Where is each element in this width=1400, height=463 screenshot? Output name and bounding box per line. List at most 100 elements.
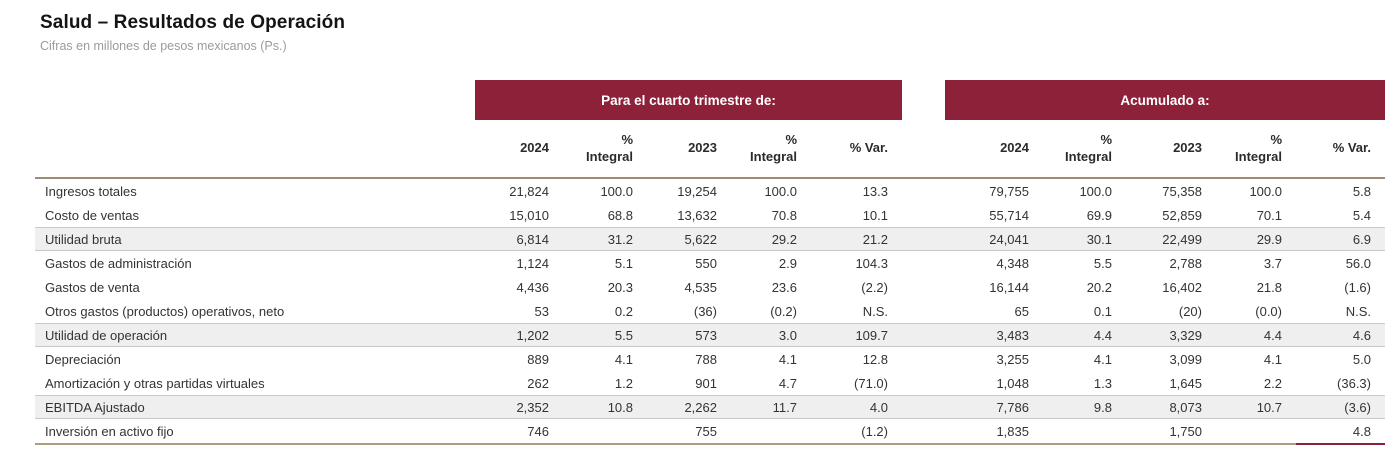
table-cell: 3,255 bbox=[996, 351, 1029, 367]
table-cell: 31.2 bbox=[607, 231, 633, 247]
table-cell: N.S. bbox=[1345, 303, 1371, 319]
table-cell: 2,788 bbox=[1169, 255, 1202, 271]
table-cell: 5,622 bbox=[684, 231, 717, 247]
table-cell: 1.2 bbox=[614, 375, 633, 391]
table-body: Ingresos totales 21,824 100.0 19,254 100.0 13… bbox=[35, 179, 1385, 443]
table-cell: 4.1 bbox=[614, 351, 633, 367]
table-cell: 70.1 bbox=[1256, 207, 1282, 223]
table-cell: 70.8 bbox=[771, 207, 797, 223]
table-cell: 2,352 bbox=[516, 399, 549, 415]
table-cell: 788 bbox=[695, 351, 717, 367]
table-row: Utilidad bruta 6,814 31.2 5,622 29.2 21.2 24,0… bbox=[35, 227, 1385, 251]
row-label: Gastos de administración bbox=[45, 255, 192, 271]
table-cell: 100.0 bbox=[600, 183, 633, 199]
table-cell: 4,436 bbox=[516, 279, 549, 295]
table-cell: 30.1 bbox=[1086, 231, 1112, 247]
table-cell: 100.0 bbox=[764, 183, 797, 199]
table-cell: 10.8 bbox=[607, 399, 633, 415]
table-cell: 100.0 bbox=[1249, 183, 1282, 199]
table-cell: (1.6) bbox=[1344, 279, 1371, 295]
table-cell: 29.9 bbox=[1256, 231, 1282, 247]
table-cell: 69.9 bbox=[1086, 207, 1112, 223]
table-cell: 0.2 bbox=[614, 303, 633, 319]
table-cell: 4.4 bbox=[1263, 327, 1282, 343]
col-header-a-var: % Var. bbox=[1332, 140, 1371, 156]
table-cell: 4,535 bbox=[684, 279, 717, 295]
table-cell: 4.6 bbox=[1352, 327, 1371, 343]
row-label: Gastos de venta bbox=[45, 279, 140, 295]
table-cell: (71.0) bbox=[854, 375, 888, 391]
table-cell: 55,714 bbox=[989, 207, 1029, 223]
table-row: Gastos de administración 1,124 5.1 550 2.9 10… bbox=[35, 251, 1385, 275]
table-cell: 4.1 bbox=[1263, 351, 1282, 367]
band-accumulated: Acumulado a: bbox=[945, 80, 1385, 120]
table-top-border bbox=[35, 177, 1385, 179]
table-cell: 29.2 bbox=[771, 231, 797, 247]
table-cell: 3,099 bbox=[1169, 351, 1202, 367]
table-cell: 1,124 bbox=[516, 255, 549, 271]
col-header-q-integral-2024: % Integral bbox=[563, 132, 647, 165]
table-cell: 9.8 bbox=[1093, 399, 1112, 415]
table-cell: 15,010 bbox=[509, 207, 549, 223]
report-page: Salud – Resultados de Operación Cifras e… bbox=[35, 12, 1385, 445]
col-header-q-2024: 2024 bbox=[520, 140, 549, 156]
table-cell: 10.7 bbox=[1256, 399, 1282, 415]
table-cell: 22,499 bbox=[1162, 231, 1202, 247]
table-cell: 2.2 bbox=[1263, 375, 1282, 391]
table-cell: 1,835 bbox=[996, 423, 1029, 439]
table-cell: 19,254 bbox=[677, 183, 717, 199]
table-cell: 100.0 bbox=[1079, 183, 1112, 199]
table-cell: 21.8 bbox=[1256, 279, 1282, 295]
table-cell: 3,329 bbox=[1169, 327, 1202, 343]
table-cell: 5.8 bbox=[1352, 183, 1371, 199]
table-cell: 901 bbox=[695, 375, 717, 391]
table-cell: 11.7 bbox=[772, 399, 797, 415]
band-quarter: Para el cuarto trimestre de: bbox=[475, 80, 902, 120]
table-cell: 3.7 bbox=[1263, 255, 1282, 271]
table-cell: 4.0 bbox=[869, 399, 888, 415]
table-cell: (1.2) bbox=[861, 423, 888, 439]
column-header-row: 2024 % Integral 2023 % Integral % Var. 2… bbox=[35, 120, 1385, 177]
table-cell: (20) bbox=[1178, 303, 1202, 319]
col-header-text: % Integral bbox=[1065, 132, 1112, 164]
table-cell: 109.7 bbox=[855, 327, 888, 343]
table-cell: 52,859 bbox=[1162, 207, 1202, 223]
row-label: Utilidad bruta bbox=[45, 231, 122, 247]
table-cell: 53 bbox=[534, 303, 549, 319]
table-row: Costo de ventas 15,010 68.8 13,632 70.8 10.1 5… bbox=[35, 203, 1385, 227]
row-label: Costo de ventas bbox=[45, 207, 139, 223]
table-cell: 1,048 bbox=[996, 375, 1029, 391]
table-row: Otros gastos (productos) operativos, net… bbox=[35, 299, 1385, 323]
table-cell: (2.2) bbox=[861, 279, 888, 295]
table-cell: 4.8 bbox=[1352, 423, 1371, 439]
table-cell: (0.2) bbox=[770, 303, 797, 319]
table-cell: 746 bbox=[527, 423, 549, 439]
table-cell: 16,402 bbox=[1162, 279, 1202, 295]
operating-results-table: Para el cuarto trimestre de: Acumulado a… bbox=[35, 80, 1385, 445]
table-cell: 79,755 bbox=[989, 183, 1029, 199]
table-cell: 1,645 bbox=[1169, 375, 1202, 391]
table-cell: (3.6) bbox=[1344, 399, 1371, 415]
table-cell: 5.5 bbox=[1093, 255, 1112, 271]
col-header-a-integral-2023: % Integral bbox=[1216, 132, 1296, 165]
table-cell: 7,786 bbox=[996, 399, 1029, 415]
table-cell: 24,041 bbox=[989, 231, 1029, 247]
table-row: Amortización y otras partidas virtuales 2… bbox=[35, 371, 1385, 395]
table-cell: 2,262 bbox=[684, 399, 717, 415]
table-cell: 75,358 bbox=[1162, 183, 1202, 199]
table-cell: 3.0 bbox=[778, 327, 797, 343]
table-cell: 550 bbox=[695, 255, 717, 271]
table-cell: (0.0) bbox=[1255, 303, 1282, 319]
table-cell: 2.9 bbox=[778, 255, 797, 271]
table-cell: 6,814 bbox=[516, 231, 549, 247]
bottom-border-maroon-segment bbox=[1296, 443, 1385, 445]
table-cell: 1,750 bbox=[1169, 423, 1202, 439]
table-cell: 5.1 bbox=[614, 255, 633, 271]
table-row: Utilidad de operación 1,202 5.5 573 3.0 109.7… bbox=[35, 323, 1385, 347]
table-cell: 23.6 bbox=[771, 279, 797, 295]
table-cell: 4.7 bbox=[778, 375, 797, 391]
table-cell: (36.3) bbox=[1337, 375, 1371, 391]
table-cell: 262 bbox=[527, 375, 549, 391]
table-cell: 20.3 bbox=[607, 279, 633, 295]
table-cell: 104.3 bbox=[855, 255, 888, 271]
